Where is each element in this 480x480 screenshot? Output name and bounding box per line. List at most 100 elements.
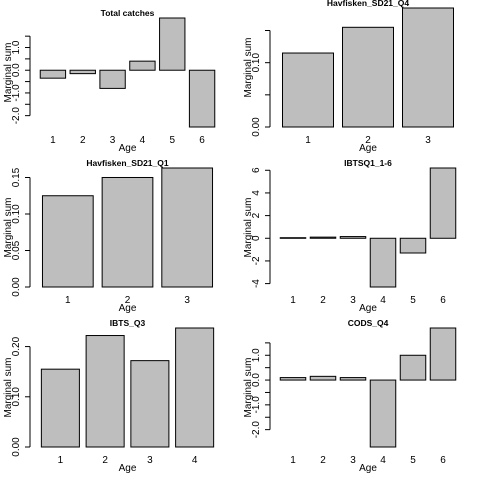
x-axis-label: Age xyxy=(119,143,137,154)
y-tick-label: 0.0 xyxy=(11,63,22,77)
x-tick-label: 5 xyxy=(169,135,175,146)
bar xyxy=(309,375,337,381)
bar xyxy=(429,327,457,381)
x-tick-label: 1 xyxy=(290,295,296,306)
x-axis-label: Age xyxy=(119,303,137,314)
y-tick-label: -1.0 xyxy=(251,396,262,414)
x-tick-label: 3 xyxy=(110,135,116,146)
bar xyxy=(188,69,216,128)
x-tick-label: 6 xyxy=(440,455,446,466)
y-tick-label: 2 xyxy=(251,212,262,218)
bar xyxy=(429,167,457,239)
bar xyxy=(282,52,334,128)
x-tick-label: 6 xyxy=(199,135,205,146)
panel-cods-q4: CODS_Q4 1 2 3 4 5 6 -2.0 -1.0 0.0 1.0 Age Marginal s… xyxy=(243,318,457,474)
x-tick-label: 3 xyxy=(425,135,431,146)
bar xyxy=(402,7,454,128)
y-tick-label: -2.0 xyxy=(11,107,22,125)
x-tick-label: 1 xyxy=(58,455,64,466)
x-axis-label: Age xyxy=(359,143,377,154)
x-tick-label: 3 xyxy=(147,455,153,466)
bar xyxy=(41,195,94,288)
bar xyxy=(279,377,307,381)
bar xyxy=(130,360,170,448)
x-tick-label: 1 xyxy=(65,295,71,306)
x-tick-label: 2 xyxy=(102,455,108,466)
y-tick-label: -2 xyxy=(251,256,262,265)
x-tick-label: 4 xyxy=(140,135,146,146)
x-tick-label: 3 xyxy=(350,455,356,466)
bar xyxy=(309,236,337,239)
y-tick-label: 0.05 xyxy=(11,240,22,260)
bar xyxy=(101,176,154,288)
x-tick-label: 1 xyxy=(305,135,311,146)
y-tick-label: 0.00 xyxy=(11,437,22,457)
chart-title: Total catches xyxy=(101,8,155,18)
x-tick-label: 1 xyxy=(290,455,296,466)
bar xyxy=(69,69,96,75)
bar xyxy=(175,327,215,448)
x-tick-label: 2 xyxy=(365,135,371,146)
y-tick-label: 0.10 xyxy=(11,204,22,224)
bar xyxy=(99,69,126,89)
chart-title: CODS_Q4 xyxy=(348,318,389,328)
y-tick-label: 0.10 xyxy=(251,53,262,73)
x-tick-label: 2 xyxy=(125,295,131,306)
y-tick-label: 0.00 xyxy=(251,117,262,137)
y-tick-label: 0.0 xyxy=(251,373,262,387)
y-tick-label: -4 xyxy=(251,279,262,288)
x-tick-label: 1 xyxy=(50,135,56,146)
panel-havfisken-sd21-q1: Havfisken_SD21_Q1 1 2 3 0.00 0.05 0.10 0.15 Age M… xyxy=(3,158,214,314)
chart-title: Havfisken_SD21_Q1 xyxy=(86,158,168,168)
y-tick-label: -1.0 xyxy=(11,84,22,102)
y-tick-label: 0.10 xyxy=(11,387,22,407)
y-axis-label: Marginal sum xyxy=(3,197,14,257)
x-tick-label: 4 xyxy=(192,455,198,466)
bar xyxy=(39,69,67,79)
y-tick-label: 6 xyxy=(251,167,262,173)
y-tick-label: 1.0 xyxy=(11,40,22,54)
bar xyxy=(339,377,367,381)
bar xyxy=(339,236,367,239)
x-tick-label: 2 xyxy=(320,455,326,466)
y-tick-label: 0.20 xyxy=(11,336,22,356)
x-tick-label: 5 xyxy=(410,295,416,306)
x-axis-label: Age xyxy=(119,463,137,474)
y-tick-label: 0 xyxy=(251,235,262,241)
panel-havfisken-sd21-q4: Havfisken_SD21_Q4 1 2 3 0.00 0.10 Age Marginal … xyxy=(243,0,454,154)
bar xyxy=(279,237,307,239)
x-tick-label: 4 xyxy=(380,295,386,306)
y-tick-label: 0.00 xyxy=(11,277,22,297)
bar xyxy=(399,354,427,381)
y-axis-label: Marginal sum xyxy=(243,357,254,417)
panel-ibts-q3: IBTS_Q3 1 2 3 4 0.00 0.10 0.20 Age Marginal sum xyxy=(3,318,215,474)
bar xyxy=(85,335,125,448)
x-axis-label: Age xyxy=(359,303,377,314)
bar xyxy=(40,368,80,448)
bar xyxy=(399,237,427,254)
chart-title: Havfisken_SD21_Q4 xyxy=(327,0,409,8)
x-tick-label: 3 xyxy=(184,295,190,306)
x-tick-label: 3 xyxy=(350,295,356,306)
panel-total-catches: Total catches 1 2 3 4 5 6 -2.0 -1.0 0.0 1.0 Age Marg… xyxy=(3,8,216,154)
bar xyxy=(369,379,397,448)
y-tick-label: 4 xyxy=(251,190,262,196)
x-tick-label: 6 xyxy=(440,295,446,306)
chart-title: IBTS_Q3 xyxy=(110,318,146,328)
x-tick-label: 5 xyxy=(410,455,416,466)
bar xyxy=(129,60,156,71)
bar xyxy=(161,167,214,288)
chart-title: IBTSQ1_1-6 xyxy=(344,158,392,168)
y-tick-label: -2.0 xyxy=(251,421,262,439)
x-tick-label: 2 xyxy=(80,135,86,146)
panel-ibtsq1-1-6: IBTSQ1_1-6 1 2 3 4 5 6 -4 -2 0 2 4 6 Age Marginal sum xyxy=(243,158,457,314)
x-tick-label: 2 xyxy=(320,295,326,306)
x-axis-label: Age xyxy=(359,463,377,474)
x-tick-label: 4 xyxy=(380,455,386,466)
y-axis-label: Marginal sum xyxy=(3,42,14,102)
bar xyxy=(342,26,394,128)
y-axis-label: Marginal sum xyxy=(243,197,254,257)
y-tick-label: 0.15 xyxy=(11,167,22,187)
y-axis-label: Marginal sum xyxy=(243,37,254,97)
